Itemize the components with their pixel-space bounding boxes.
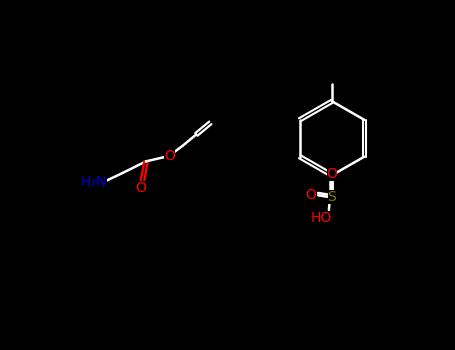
Text: O: O (327, 167, 338, 181)
Text: HO: HO (310, 211, 332, 225)
Text: H₂N: H₂N (81, 175, 107, 189)
Text: O: O (306, 188, 317, 202)
Text: S: S (328, 190, 336, 204)
Text: O: O (135, 181, 146, 195)
Text: O: O (164, 149, 175, 163)
